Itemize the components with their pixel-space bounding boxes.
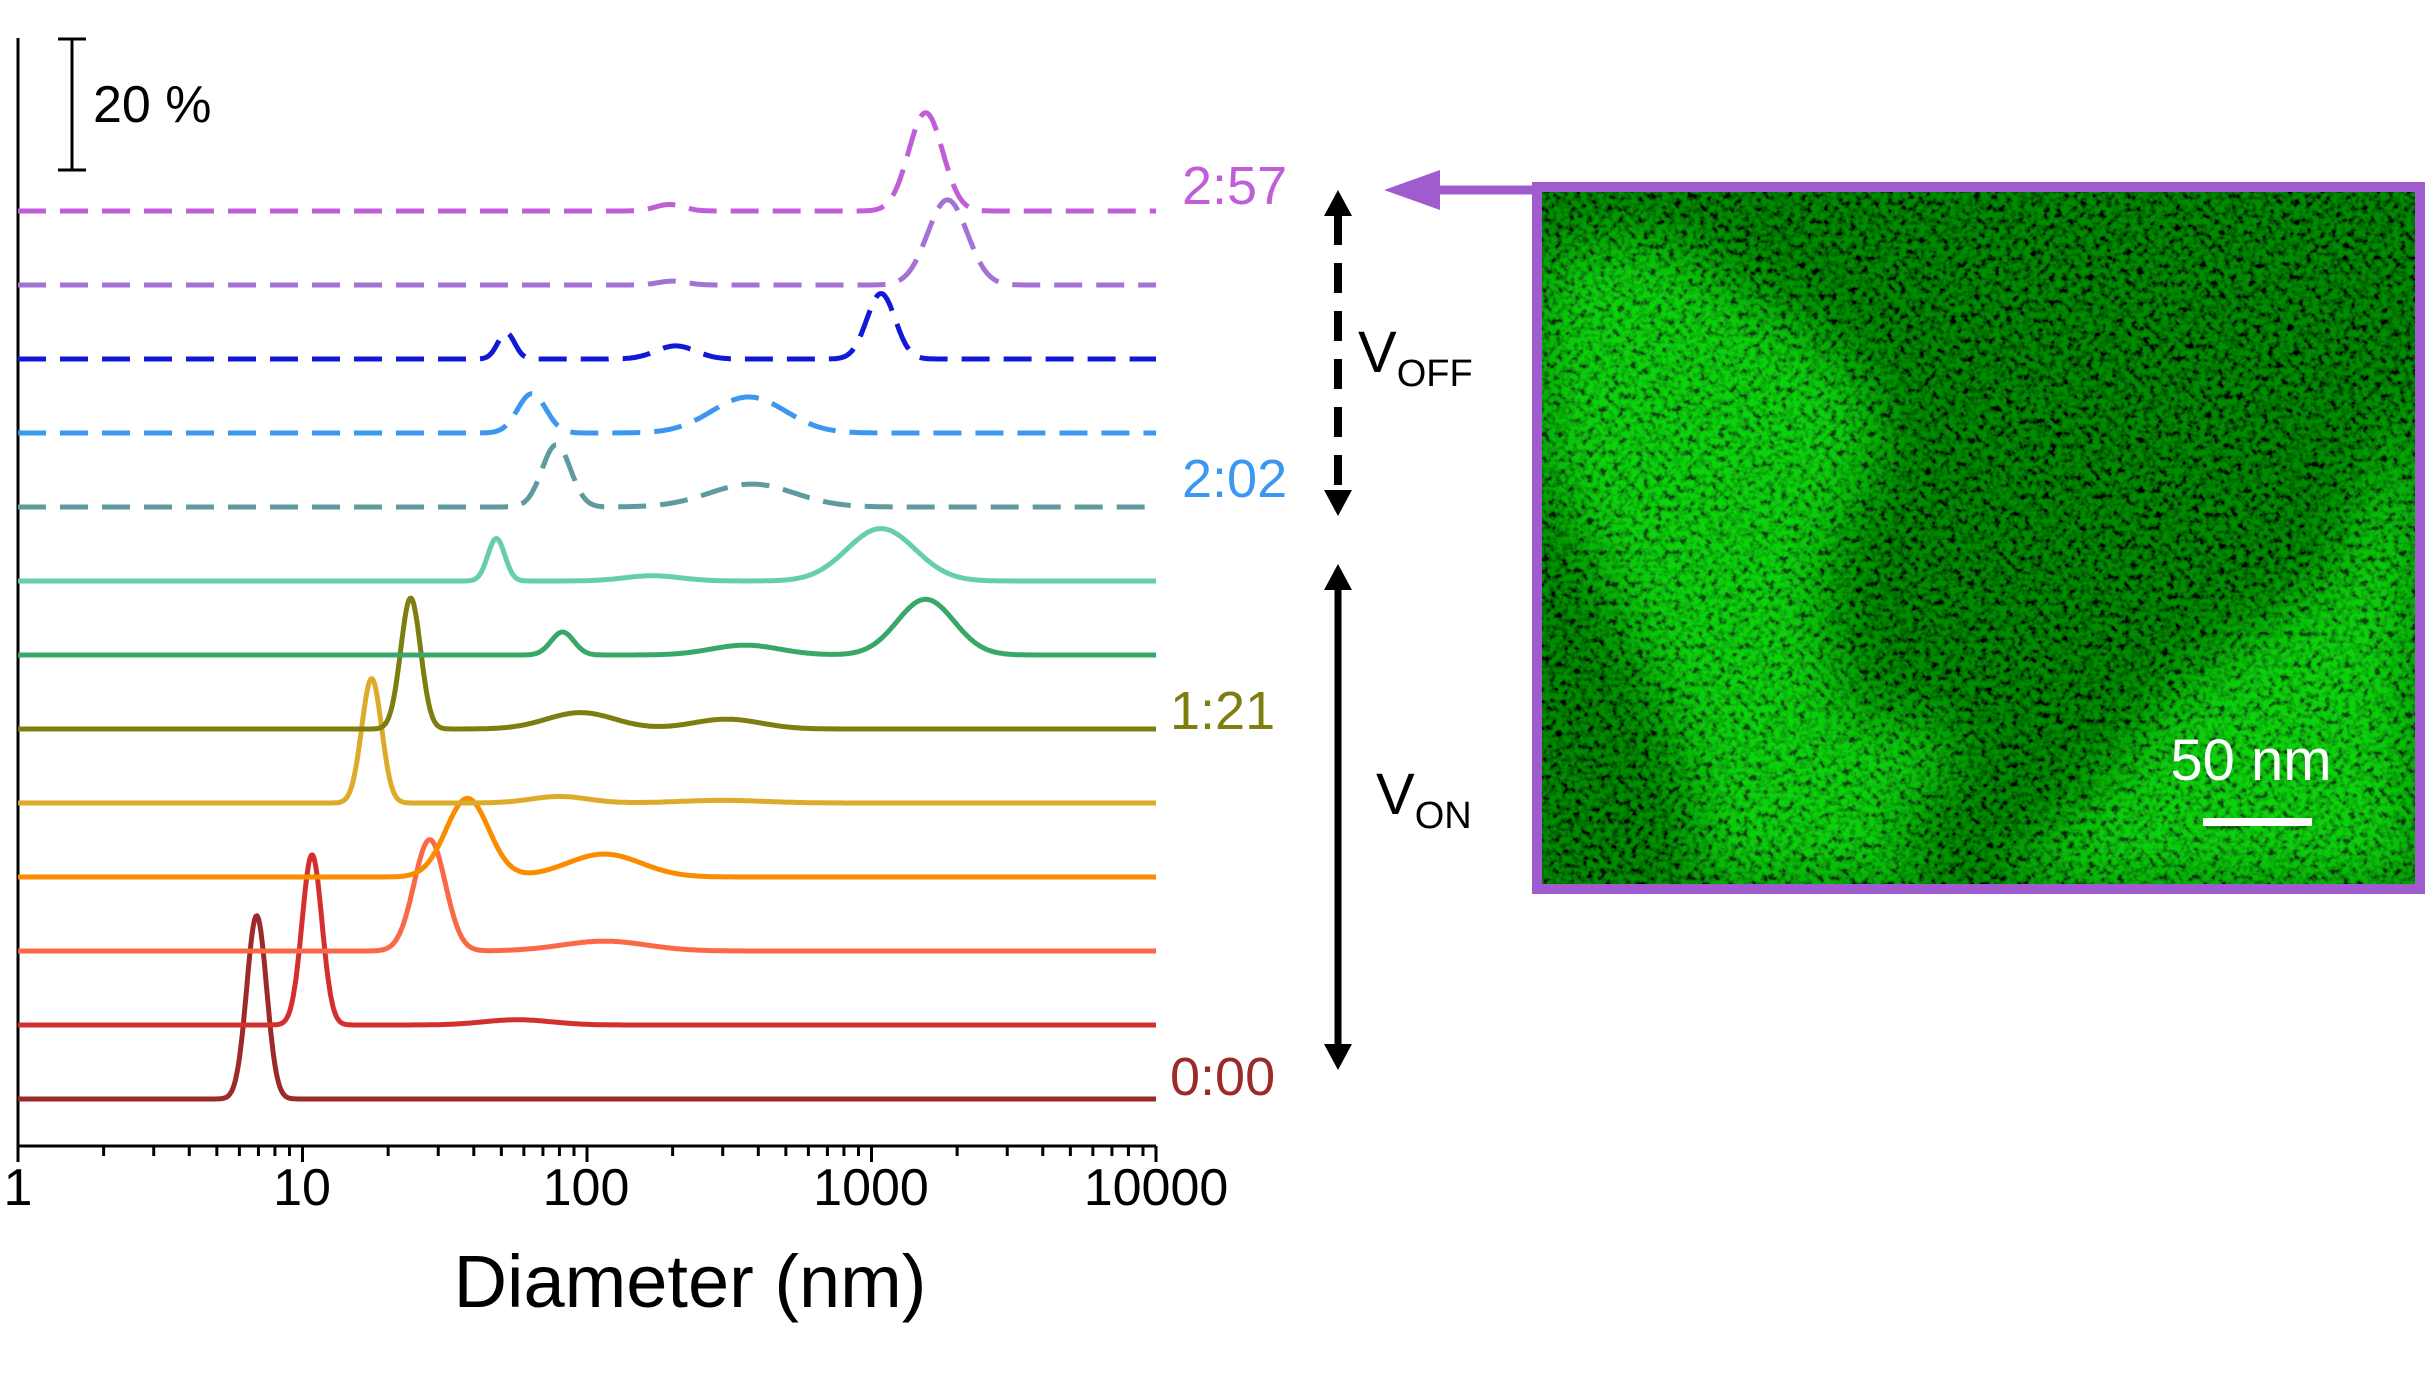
series-line-2 — [16, 837, 1158, 954]
time-label-2-57: 2:57 — [1182, 156, 1287, 216]
v-off-label: VOFF — [1358, 320, 1473, 395]
series-line-3 — [16, 795, 1158, 880]
v-on-label: VON — [1376, 762, 1472, 837]
series-line-1 — [16, 852, 1158, 1028]
micrograph-inset: 50 nm — [1532, 182, 2425, 894]
time-label-1-21: 1:21 — [1170, 681, 1275, 741]
x-tick-label-1: 1 — [4, 1159, 33, 1217]
series-line-5 — [16, 595, 1158, 732]
micrograph-scale-label: 50 nm — [2170, 728, 2331, 793]
micrograph-frame — [1532, 182, 2425, 894]
x-tick-label-10: 10 — [273, 1159, 331, 1217]
scale-bar-label: 20 % — [93, 76, 212, 134]
time-label-0-00: 0:00 — [1170, 1047, 1275, 1107]
inset-pointer-arrow — [1384, 170, 1542, 210]
series-line-8 — [16, 442, 1158, 510]
x-axis-ticks — [16, 1146, 1158, 1162]
x-tick-label-10000: 10000 — [1084, 1159, 1229, 1217]
x-tick-label-100: 100 — [543, 1159, 630, 1217]
series-line-10 — [16, 291, 1158, 362]
x-axis-tick-labels: 1 10 100 1000 10000 — [4, 1159, 1229, 1217]
series-line-0 — [16, 913, 1158, 1102]
series-line-12 — [16, 110, 1158, 214]
series-line-6 — [16, 596, 1158, 658]
time-label-2-02: 2:02 — [1182, 449, 1287, 509]
v-off-arrow — [1324, 190, 1352, 516]
series-line-7 — [16, 526, 1158, 584]
series-line-4 — [16, 676, 1158, 806]
distribution-curves — [16, 110, 1158, 1102]
v-on-arrow — [1324, 564, 1352, 1070]
x-axis-label: Diameter (nm) — [454, 1240, 927, 1323]
x-tick-label-1000: 1000 — [813, 1159, 929, 1217]
percent-scale-bar — [58, 37, 86, 172]
series-line-11 — [16, 197, 1158, 288]
series-line-9 — [16, 391, 1158, 436]
